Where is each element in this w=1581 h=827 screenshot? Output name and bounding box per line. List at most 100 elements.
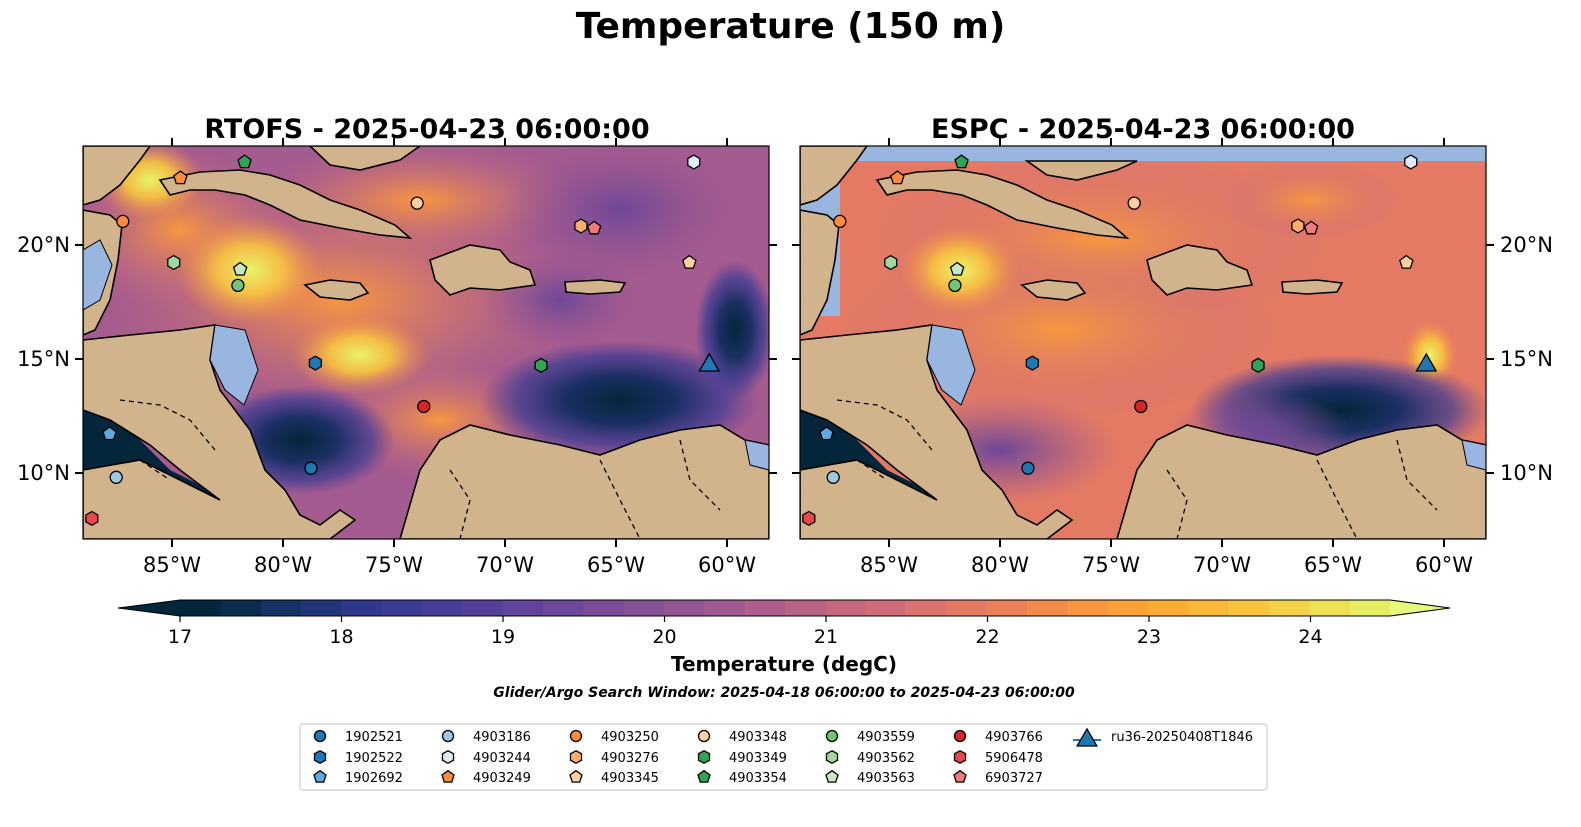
espc-xtick-label-1: 80°W [971,553,1029,577]
legend-item-4903348: 4903348 [697,729,787,745]
colorbar-tick-label-2: 19 [491,626,515,648]
legend-item-4903563: 4903563 [825,769,915,786]
rtofs-frame [82,145,770,540]
colorbar-segment [180,600,221,616]
colorbar-segment [422,600,463,616]
colorbar-segment [1188,600,1230,616]
legend-marker-4903559 [825,729,839,743]
colorbar-segment [825,600,867,616]
espc-marker-5906478 [802,510,816,527]
espc-xtick-label-5: 60°W [1415,553,1473,577]
rtofs-ytick-label-1: 15°N [17,347,70,371]
rtofs-xtick-label-2: 75°W [365,553,423,577]
colorbar-tick-label-4: 21 [814,626,838,648]
espc-xtick-5: 60°W [1415,138,1473,577]
legend-label-4903559: 4903559 [857,730,915,745]
rtofs-marker-4903559 [231,278,245,293]
rtofs-borders [119,399,721,539]
legend-label-4903354: 4903354 [729,771,787,786]
espc-panel: ESPC - 2025-04-23 06:00:00 [792,114,1553,577]
legend-label-1902521: 1902521 [345,730,403,745]
legend-marker-1902692 [313,769,327,783]
legend-item-4903562: 4903562 [825,749,915,766]
legend-item-4903276: 4903276 [569,749,659,766]
legend-marker-4903276 [569,749,583,765]
rtofs-ytick-label-2: 20°N [17,233,70,257]
legend-marker-4903563 [825,769,839,783]
legend-marker-4903348 [697,729,711,743]
legend-item-4903249: 4903249 [441,769,531,786]
rtofs-marker-4903186 [109,470,123,484]
rtofs-xtick-2: 75°W [365,138,423,577]
espc-marker-4903766 [1134,399,1148,414]
legend-marker-4903349 [697,749,711,765]
colorbar-tick-label-7: 24 [1298,626,1322,648]
legend-marker-4903766 [953,729,967,743]
rtofs-marker-4903276 [574,218,588,234]
rtofs-marker-4903244 [687,154,701,170]
colorbar-segment [744,600,786,616]
espc-ytick-1: 15°N [792,347,1553,371]
colorbar-segment [1067,600,1109,616]
rtofs-marker-4903354 [237,154,252,169]
legend-label-4903345: 4903345 [601,771,659,786]
espc-marker-1902521 [1021,461,1035,475]
legend-label-4903766: 4903766 [985,730,1043,745]
colorbar-segment [785,600,826,616]
espc-marker-4903348 [1127,196,1141,210]
colorbar-segment [502,600,544,616]
espc-xtick-0: 85°W [860,138,918,577]
rtofs-xtick-label-0: 85°W [143,553,201,577]
colorbar-segment [1027,600,1068,616]
rtofs-marker-4903348 [410,196,424,210]
espc-marker-1902522 [1025,355,1039,371]
espc-marker-4903276 [1291,218,1305,234]
legend-label-6903727: 6903727 [985,771,1043,786]
legend-item-4903559: 4903559 [825,729,915,745]
rtofs-marker-1902521 [304,461,318,475]
legend-marker-4903562 [825,749,839,765]
colorbar-segment [1309,600,1351,616]
legend-item-4903186: 4903186 [441,729,531,745]
legend-item-6903727: 6903727 [953,769,1043,786]
rtofs-marker-4903563 [232,261,248,276]
legend-item-4903766: 4903766 [953,729,1043,745]
legend-label-5906478: 5906478 [985,751,1043,766]
rtofs-xtick-label-5: 60°W [698,553,756,577]
legend-marker-1902522 [313,749,327,765]
rtofs-xticks: 85°W 80°W 75°W 70°W 65°W 60°W [143,138,756,577]
legend-marker-4903249 [441,769,455,783]
legend-item-4903244: 4903244 [441,749,531,766]
espc-land [800,146,1486,539]
legend-label-4903244: 4903244 [473,751,531,766]
espc-marker-4903562 [884,254,898,271]
espc-map [800,146,1486,539]
rtofs-marker-6903727 [586,220,602,235]
legend-marker-4903244 [441,749,455,765]
legend-label-ru36-20250408T1846: ru36-20250408T1846 [1111,730,1253,745]
colorbar-segment [381,600,423,616]
rtofs-marker-4903766 [417,399,431,414]
espc-xtick-label-0: 85°W [860,553,918,577]
legend-item-5906478: 5906478 [953,749,1043,766]
legend-marker-4903250 [569,729,583,743]
legend-item-4903250: 4903250 [569,729,659,745]
espc-xtick-2: 75°W [1082,138,1140,577]
espc-marker-4903186 [826,470,840,484]
rtofs-xtick-3: 70°W [476,138,534,577]
legend-marker-6903727 [953,769,967,783]
colorbar-segment [462,600,504,616]
colorbar-tick-label-1: 18 [329,626,353,648]
espc-xtick-label-4: 65°W [1304,553,1362,577]
legend-label-4903276: 4903276 [601,751,659,766]
espc-ytick-0: 10°N [792,461,1553,485]
legend-label-4903348: 4903348 [729,730,787,745]
rtofs-ytick-1: 15°N [17,347,777,371]
legend-items: 1902521 1902522 1902692 4903186 4903244 49032… [313,727,1253,786]
legend-marker-1902521 [313,729,327,743]
rtofs-marker-4903249 [173,170,188,185]
espc-markers [802,154,1438,527]
legend-label-1902692: 1902692 [345,771,403,786]
espc-xtick-1: 80°W [971,138,1029,577]
colorbar-segment [341,600,383,616]
